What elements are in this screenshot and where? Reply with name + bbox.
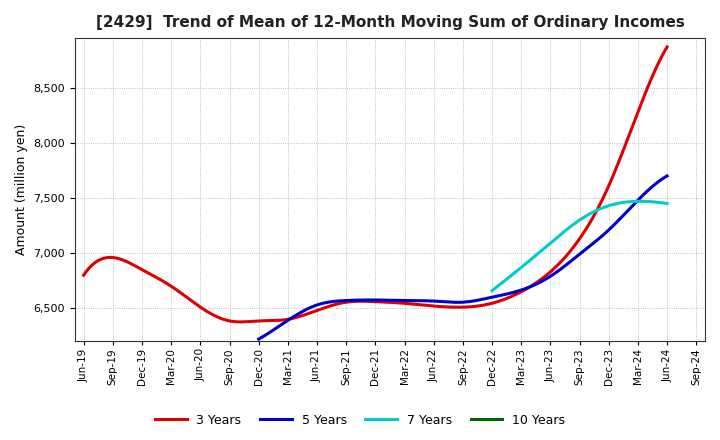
7 Years	[595, 207, 603, 212]
5 Years	[256, 336, 264, 341]
3 Years	[438, 304, 447, 309]
5 Years	[662, 173, 671, 179]
5 Years	[624, 207, 633, 212]
Line: 5 Years: 5 Years	[258, 176, 667, 339]
5 Years	[496, 293, 505, 298]
Line: 3 Years: 3 Years	[84, 47, 667, 322]
3 Years	[610, 170, 618, 175]
5 Years	[504, 291, 513, 296]
Line: 7 Years: 7 Years	[492, 201, 667, 290]
7 Years	[487, 288, 496, 293]
Y-axis label: Amount (million yen): Amount (million yen)	[15, 124, 28, 255]
5 Years	[498, 293, 506, 298]
5 Years	[598, 233, 607, 238]
3 Years	[662, 44, 671, 50]
3 Years	[573, 239, 582, 245]
3 Years	[81, 270, 90, 275]
Title: [2429]  Trend of Mean of 12-Month Moving Sum of Ordinary Incomes: [2429] Trend of Mean of 12-Month Moving …	[96, 15, 685, 30]
3 Years	[428, 303, 437, 308]
7 Years	[592, 208, 600, 213]
3 Years	[235, 319, 244, 325]
7 Years	[591, 208, 600, 213]
5 Years	[254, 337, 263, 342]
7 Years	[635, 198, 644, 204]
7 Years	[647, 199, 656, 204]
3 Years	[427, 303, 436, 308]
Legend: 3 Years, 5 Years, 7 Years, 10 Years: 3 Years, 5 Years, 7 Years, 10 Years	[150, 409, 570, 432]
7 Years	[662, 201, 671, 206]
3 Years	[79, 272, 88, 278]
7 Years	[636, 198, 644, 204]
7 Years	[488, 287, 497, 293]
